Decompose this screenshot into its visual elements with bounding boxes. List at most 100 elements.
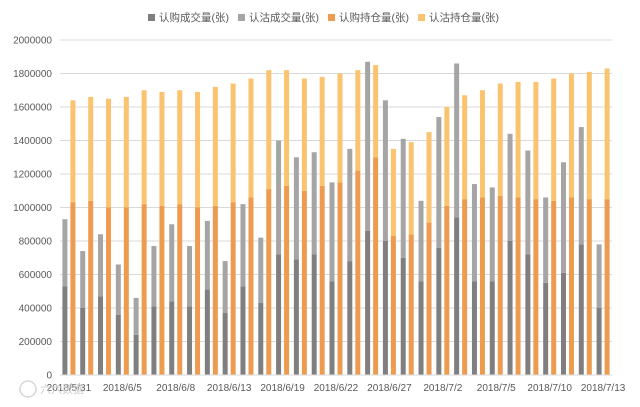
bar-put-holding xyxy=(479,90,485,198)
bar-put-volume xyxy=(240,204,246,287)
y-tick-label: 0 xyxy=(46,371,52,382)
bar-call-holding xyxy=(497,195,503,375)
bar-call-holding xyxy=(551,200,557,375)
x-tick-label: 2018/6/5 xyxy=(103,383,142,394)
bar-call-volume xyxy=(98,296,104,375)
bar-put-holding xyxy=(212,86,218,206)
bar-call-holding xyxy=(301,190,307,375)
bar-call-holding xyxy=(604,199,610,375)
bar-put-holding xyxy=(337,73,343,183)
bar-put-volume xyxy=(418,200,424,282)
bar-call-holding xyxy=(533,199,539,375)
bar-put-volume xyxy=(258,237,264,303)
bar-put-volume xyxy=(311,152,317,255)
y-tick-label: 1800000 xyxy=(13,69,52,80)
bar-put-holding xyxy=(390,148,396,236)
legend-label: 认沽成交量(张) xyxy=(249,11,319,24)
legend-label: 认购成交量(张) xyxy=(159,11,229,24)
bar-call-holding xyxy=(373,157,379,375)
bar-put-volume xyxy=(365,61,371,231)
bar-put-holding xyxy=(319,76,325,186)
bar-call-holding xyxy=(568,197,574,375)
bar-call-volume xyxy=(169,301,175,375)
bar-put-volume xyxy=(98,234,104,297)
bar-call-holding xyxy=(355,170,361,375)
y-tick-label: 1600000 xyxy=(13,103,52,114)
bar-put-holding xyxy=(123,96,129,208)
bar-put-holding xyxy=(426,132,432,223)
bar-put-holding xyxy=(266,70,272,190)
bar-put-holding xyxy=(159,91,165,206)
bar-call-holding xyxy=(284,185,290,375)
bar-call-holding xyxy=(515,197,521,375)
bar-call-volume xyxy=(489,281,495,375)
bar-call-holding xyxy=(444,205,450,375)
bar-put-holding xyxy=(497,83,503,196)
bar-call-volume xyxy=(115,314,121,375)
bar-call-volume xyxy=(293,259,299,375)
legend: 认购成交量(张) 认沽成交量(张) 认购持仓量(张) 认沽持仓量(张) xyxy=(148,11,499,24)
watermark-logo-icon xyxy=(19,380,37,398)
x-tick-label: 2018/7/5 xyxy=(477,383,516,394)
bar-put-volume xyxy=(454,63,460,218)
bar-call-volume xyxy=(276,254,282,375)
bar-call-holding xyxy=(70,202,76,375)
bar-put-volume xyxy=(560,162,566,273)
bar-call-holding xyxy=(177,204,183,375)
bar-put-volume xyxy=(578,127,584,245)
bar-call-volume xyxy=(560,272,566,375)
bar-put-holding xyxy=(355,70,361,171)
bar-call-holding xyxy=(123,207,129,375)
bar-put-volume xyxy=(329,182,335,282)
y-tick-label: 1400000 xyxy=(13,136,52,147)
bar-put-holding xyxy=(462,95,468,200)
bar-call-volume xyxy=(382,241,388,375)
bar-call-volume xyxy=(596,308,602,375)
bar-put-volume xyxy=(62,219,68,287)
bar-put-holding xyxy=(141,90,147,205)
bar-put-holding xyxy=(515,81,521,198)
y-axis: 0 200000 400000 600000 800000 1000000 1200000 1… xyxy=(13,36,52,382)
bar-call-holding xyxy=(159,205,165,375)
bar-call-volume xyxy=(347,261,353,375)
bar-call-holding xyxy=(479,197,485,375)
legend-swatch xyxy=(148,14,155,21)
legend-label: 认沽持仓量(张) xyxy=(429,11,499,24)
bar-put-volume xyxy=(525,150,531,255)
bar-call-holding xyxy=(390,235,396,375)
x-tick-label: 2018/7/10 xyxy=(527,383,572,394)
bar-put-holding xyxy=(533,81,539,200)
bar-call-volume xyxy=(222,313,228,375)
bar-put-holding xyxy=(551,78,557,201)
bar-put-volume xyxy=(436,117,442,248)
bar-put-holding xyxy=(444,107,450,206)
bar-call-volume xyxy=(133,334,139,375)
bar-call-volume xyxy=(187,306,193,375)
bar-call-holding xyxy=(337,182,343,375)
bar-call-volume xyxy=(311,254,317,375)
bar-put-holding xyxy=(106,98,112,208)
bar-call-volume xyxy=(365,230,371,375)
bar-put-holding xyxy=(568,73,574,198)
bar-put-volume xyxy=(115,264,121,315)
bar-call-volume xyxy=(204,289,210,375)
bar-put-holding xyxy=(408,142,414,235)
x-tick-label: 2018/6/22 xyxy=(314,383,359,394)
bar-call-holding xyxy=(106,207,112,375)
x-tick-label: 2018/5/31 xyxy=(47,383,92,394)
bar-put-volume xyxy=(293,157,299,260)
bar-call-holding xyxy=(195,207,201,375)
bar-put-volume xyxy=(382,100,388,241)
bar-call-volume xyxy=(151,306,157,375)
bar-put-holding xyxy=(604,68,610,200)
bar-put-volume xyxy=(507,133,513,241)
x-tick-label: 2018/6/8 xyxy=(156,383,195,394)
bar-put-holding xyxy=(177,90,183,205)
bar-call-volume xyxy=(80,308,86,375)
y-tick-label: 1200000 xyxy=(13,170,52,181)
bar-put-volume xyxy=(151,246,157,307)
bar-put-holding xyxy=(195,91,201,208)
bar-call-holding xyxy=(462,199,468,375)
bar-call-volume xyxy=(507,241,513,375)
